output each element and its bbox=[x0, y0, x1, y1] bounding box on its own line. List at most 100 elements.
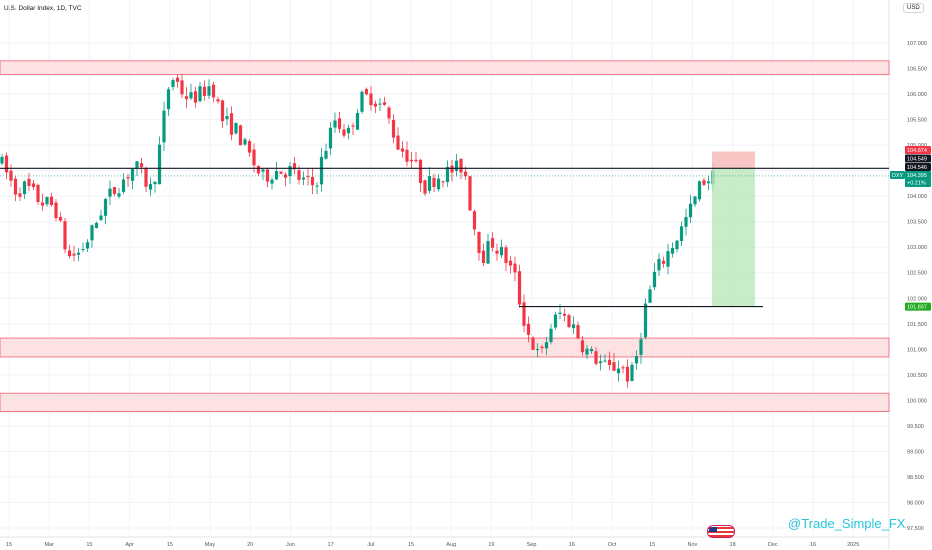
candle-body bbox=[589, 348, 594, 352]
x-tick-label: 19 bbox=[488, 542, 494, 548]
candle-body bbox=[270, 179, 274, 184]
candle-body bbox=[63, 221, 67, 250]
currency-selector[interactable]: USD bbox=[903, 3, 924, 13]
candle-body bbox=[81, 248, 85, 250]
take-profit-zone bbox=[712, 168, 755, 307]
candle-body bbox=[135, 161, 139, 168]
candle-body bbox=[337, 118, 342, 129]
candle-body bbox=[427, 175, 432, 191]
symbol-tag-bg bbox=[890, 171, 905, 179]
candle-body bbox=[72, 253, 76, 256]
candle-body bbox=[346, 127, 351, 134]
candle-body bbox=[148, 184, 153, 190]
candle-body bbox=[445, 166, 450, 183]
candle-body bbox=[490, 238, 495, 248]
candle-body bbox=[616, 368, 621, 374]
candle-body bbox=[472, 211, 477, 230]
candle-body bbox=[634, 355, 639, 364]
candle-body bbox=[567, 315, 571, 328]
y-tick-label: 101.500 bbox=[907, 322, 927, 328]
y-tick-label: 105.500 bbox=[907, 118, 927, 124]
candle-body bbox=[571, 324, 576, 329]
candle-body bbox=[400, 148, 405, 152]
us-flag-icon bbox=[707, 525, 735, 538]
candle-body bbox=[486, 241, 490, 264]
candle-body bbox=[414, 159, 418, 162]
candle-body bbox=[198, 86, 202, 102]
candle-body bbox=[274, 170, 279, 180]
x-tick-label: 17 bbox=[328, 542, 334, 548]
candle-body bbox=[193, 91, 198, 103]
candle-body bbox=[0, 156, 4, 164]
candle-body bbox=[328, 127, 333, 149]
candle-body bbox=[679, 226, 684, 242]
candle-body bbox=[256, 165, 261, 174]
x-tick-label: 15 bbox=[649, 542, 655, 548]
candle-body bbox=[585, 348, 589, 355]
candle-body bbox=[481, 250, 486, 264]
y-tick-label: 98.000 bbox=[907, 500, 924, 506]
candle-body bbox=[513, 263, 517, 273]
last-price-label: 104.395 bbox=[907, 173, 927, 179]
candle-body bbox=[13, 178, 18, 195]
candle-body bbox=[382, 102, 387, 105]
candle-body bbox=[189, 92, 193, 99]
candle-body bbox=[112, 186, 117, 194]
candle-body bbox=[666, 251, 670, 267]
candle-body bbox=[436, 178, 441, 190]
candle-body bbox=[540, 346, 544, 349]
candle-body bbox=[405, 149, 409, 162]
candle-body bbox=[333, 120, 337, 128]
candle-body bbox=[306, 176, 310, 178]
y-tick-label: 104.000 bbox=[907, 194, 927, 200]
candle-body bbox=[4, 155, 9, 173]
y-tick-label: 103.000 bbox=[907, 245, 927, 251]
y-tick-label: 99.500 bbox=[907, 424, 924, 430]
candle-body bbox=[9, 170, 13, 181]
candle-body bbox=[288, 166, 292, 177]
candle-body bbox=[90, 225, 94, 241]
candle-body bbox=[202, 86, 207, 97]
candle-body bbox=[504, 247, 508, 263]
candle-body bbox=[535, 348, 540, 350]
y-tick-label: 101.000 bbox=[907, 347, 927, 353]
position-price-label: 104.549 bbox=[907, 157, 927, 163]
candle-body bbox=[310, 176, 315, 186]
x-tick-label: Sep bbox=[527, 542, 537, 548]
candle-body bbox=[144, 168, 148, 187]
x-tick-label: 18 bbox=[730, 542, 736, 548]
candle-body bbox=[76, 252, 81, 255]
candle-body bbox=[418, 159, 423, 184]
candle-body bbox=[31, 183, 36, 188]
watermark: @Trade_Simple_FX bbox=[788, 516, 906, 531]
candle-body bbox=[544, 342, 549, 349]
y-tick-label: 107.000 bbox=[907, 41, 927, 47]
zone-rect bbox=[0, 392, 890, 412]
candle-body bbox=[576, 325, 580, 339]
candle-body bbox=[22, 181, 27, 195]
candle-body bbox=[558, 312, 562, 314]
x-tick-label: 2025 bbox=[847, 542, 859, 548]
candle-body bbox=[364, 89, 369, 95]
candle-body bbox=[211, 84, 216, 98]
last-price-label-bg bbox=[905, 171, 931, 187]
candle-body bbox=[247, 141, 252, 153]
candle-body bbox=[243, 139, 247, 145]
candle-body bbox=[522, 302, 526, 326]
candle-body bbox=[67, 250, 72, 257]
candle-body bbox=[166, 89, 171, 110]
level-price-label-bg bbox=[905, 163, 931, 171]
candle-body bbox=[319, 156, 324, 185]
candle-body bbox=[468, 176, 472, 211]
candle-body bbox=[702, 180, 706, 185]
candle-body bbox=[297, 170, 301, 180]
x-tick-label: May bbox=[205, 542, 216, 548]
candle-body bbox=[121, 179, 126, 192]
candle-body bbox=[607, 359, 612, 365]
candle-body bbox=[643, 303, 648, 338]
candle-body bbox=[603, 360, 607, 362]
x-tick-label: 16 bbox=[569, 542, 575, 548]
candle-body bbox=[648, 289, 652, 303]
candle-body bbox=[526, 323, 531, 335]
